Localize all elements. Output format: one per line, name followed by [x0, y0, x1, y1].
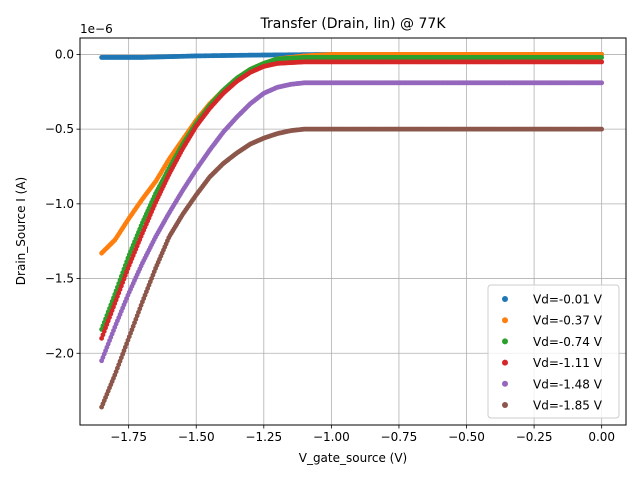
- y-axis-label: Drain_Source I (A): [14, 177, 28, 285]
- legend-label: Vd=-0.74 V: [533, 335, 603, 349]
- y-tick-label: −1.0: [45, 197, 74, 211]
- legend-label: Vd=-1.48 V: [533, 377, 603, 391]
- legend-marker: [502, 296, 508, 302]
- legend-marker: [502, 402, 508, 408]
- series-6-points: [99, 126, 605, 410]
- legend-marker: [502, 380, 508, 387]
- y-tick-label: −1.5: [45, 272, 74, 286]
- legend-marker: [502, 359, 508, 366]
- data-point: [599, 55, 605, 60]
- x-tick-label: −1.00: [313, 430, 350, 444]
- x-tick-label: −1.25: [245, 430, 282, 444]
- legend-label: Vd=-0.37 V: [533, 314, 603, 328]
- legend-box: [487, 284, 620, 419]
- legend-label: Vd=-1.11 V: [533, 356, 603, 370]
- data-points: [99, 52, 605, 410]
- y-axis-ticks: 0.0 −0.5 −1.0 −1.5 −2.0: [45, 47, 80, 360]
- legend-label: Vd=-0.01 V: [533, 293, 603, 307]
- x-tick-label: −0.25: [516, 430, 553, 444]
- series-5-points: [99, 80, 605, 364]
- x-tick-label: −1.50: [178, 430, 215, 444]
- y-tick-label: −0.5: [45, 122, 74, 136]
- legend: Vd=-0.01 V Vd=-0.37 V Vd=-0.74 V Vd=-1.11 V…: [487, 284, 620, 419]
- legend-label: Vd=-1.85 V: [533, 399, 603, 413]
- data-point: [599, 59, 605, 65]
- x-tick-label: −0.50: [448, 430, 485, 444]
- data-point: [599, 80, 605, 86]
- x-axis-label: V_gate_source (V): [299, 451, 408, 465]
- data-point: [599, 126, 605, 132]
- legend-marker: [502, 338, 508, 345]
- x-tick-label: 0.00: [588, 430, 615, 444]
- y-tick-label: −2.0: [45, 346, 74, 360]
- y-tick-label: 0.0: [55, 47, 74, 61]
- x-tick-label: −0.75: [381, 430, 418, 444]
- y-axis-offset-label: 1e−6: [80, 22, 113, 36]
- x-axis-ticks: −1.75 −1.50 −1.25 −1.00 −0.75 −0.50 −0.25 0.00: [110, 425, 615, 444]
- chart-title: Transfer (Drain, lin) @ 77K: [260, 16, 447, 32]
- series-4-points: [99, 59, 605, 341]
- plot-frame: [79, 37, 627, 426]
- legend-marker: [502, 317, 508, 324]
- data-point: [124, 259, 130, 265]
- x-tick-label: −1.75: [110, 430, 147, 444]
